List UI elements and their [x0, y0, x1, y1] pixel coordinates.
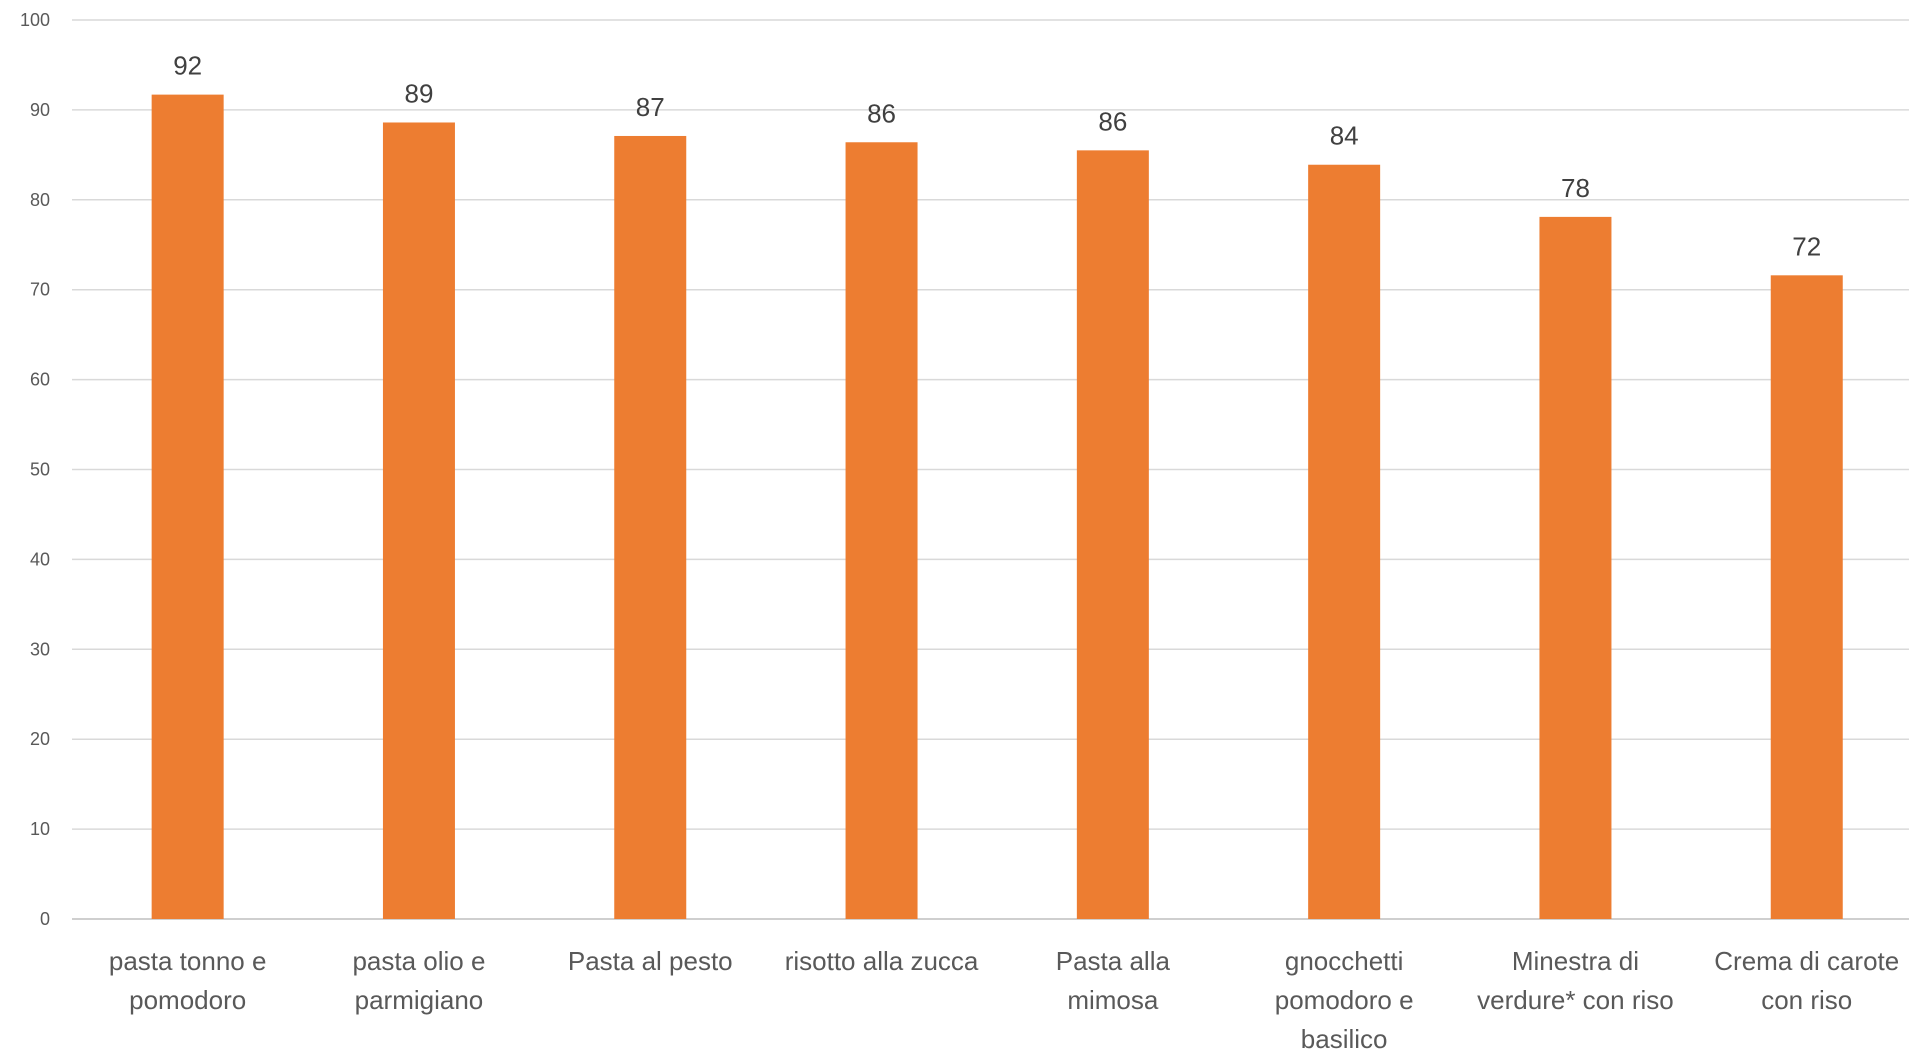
data-label: 78: [1561, 173, 1590, 203]
category-label: pasta olio e parmigiano: [352, 946, 485, 1015]
category-label: risotto alla zucca: [785, 946, 979, 976]
y-tick-label: 40: [30, 549, 50, 569]
y-tick-label: 70: [30, 280, 50, 300]
category-label: gnocchetti pomodoro e basilico: [1275, 946, 1414, 1053]
category-label: Minestra di verdure* con riso: [1477, 946, 1674, 1015]
y-tick-label: 0: [40, 909, 50, 929]
data-label: 89: [404, 78, 433, 108]
data-label: 72: [1792, 231, 1821, 261]
y-tick-label: 80: [30, 190, 50, 210]
bar: [1076, 150, 1149, 920]
category-label: Crema di carote con riso: [1714, 946, 1899, 1015]
y-tick-label: 90: [30, 100, 50, 120]
gridlines: [72, 19, 1909, 920]
bar: [1770, 275, 1843, 919]
y-tick-label: 20: [30, 729, 50, 749]
data-labels: 92 89 87 86 86 84 78 72: [173, 51, 1821, 262]
bar: [1308, 164, 1381, 919]
y-tick-label: 50: [30, 460, 50, 480]
data-label: 86: [867, 98, 896, 128]
data-label: 92: [173, 51, 202, 81]
y-axis-ticks: 0 10 20 30 40 50 60 70 80 90 100: [20, 10, 50, 929]
y-tick-label: 10: [30, 819, 50, 839]
bar: [382, 122, 455, 919]
bar: [614, 135, 687, 919]
y-tick-label: 100: [20, 10, 50, 30]
y-tick-label: 60: [30, 370, 50, 390]
data-label: 87: [636, 92, 665, 122]
bar: [845, 142, 918, 920]
y-tick-label: 30: [30, 639, 50, 659]
category-label: Pasta alla mimosa: [1056, 946, 1171, 1015]
category-label: Pasta al pesto: [568, 946, 733, 976]
bars: [151, 94, 1843, 920]
category-label: pasta tonno e pomodoro: [109, 946, 267, 1015]
data-label: 84: [1330, 121, 1359, 151]
data-label: 86: [1098, 106, 1127, 136]
x-axis-categories: pasta tonno e pomodoro pasta olio e parmigi…: [109, 946, 1899, 1053]
bar: [151, 94, 224, 919]
bar: [1539, 216, 1612, 920]
